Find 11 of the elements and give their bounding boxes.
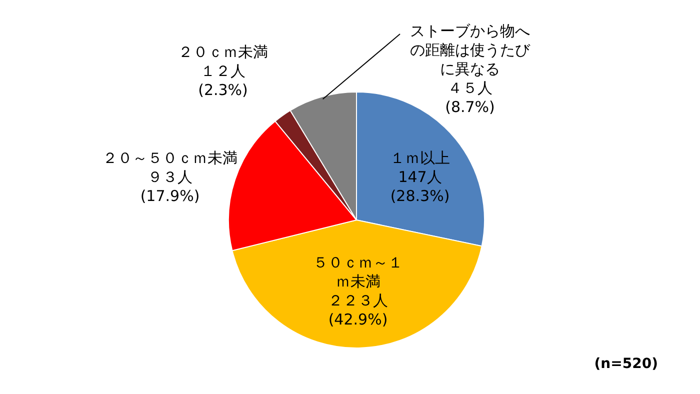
slice-label: ２０ｃｍ未満 bbox=[178, 42, 268, 61]
slice-label: ストーブから物への距離は使うたびに異なる bbox=[410, 22, 531, 78]
data-label: １２人 (2.3%) bbox=[198, 62, 248, 99]
data-label: ９３人 (17.9%) bbox=[140, 168, 200, 205]
slice-label: ２０～５０ｃｍ未満 bbox=[102, 148, 238, 167]
data-label: 147人 (28.3%) bbox=[390, 168, 450, 205]
data-label: ２２３人 (42.9%) bbox=[328, 291, 388, 328]
slice-label: ５０ｃｍ～１ｍ未満 bbox=[313, 253, 403, 290]
slice-label: １ｍ以上 bbox=[390, 148, 450, 167]
text: (n=520) bbox=[594, 356, 658, 372]
data-label: ４５人 (8.7%) bbox=[445, 78, 495, 116]
